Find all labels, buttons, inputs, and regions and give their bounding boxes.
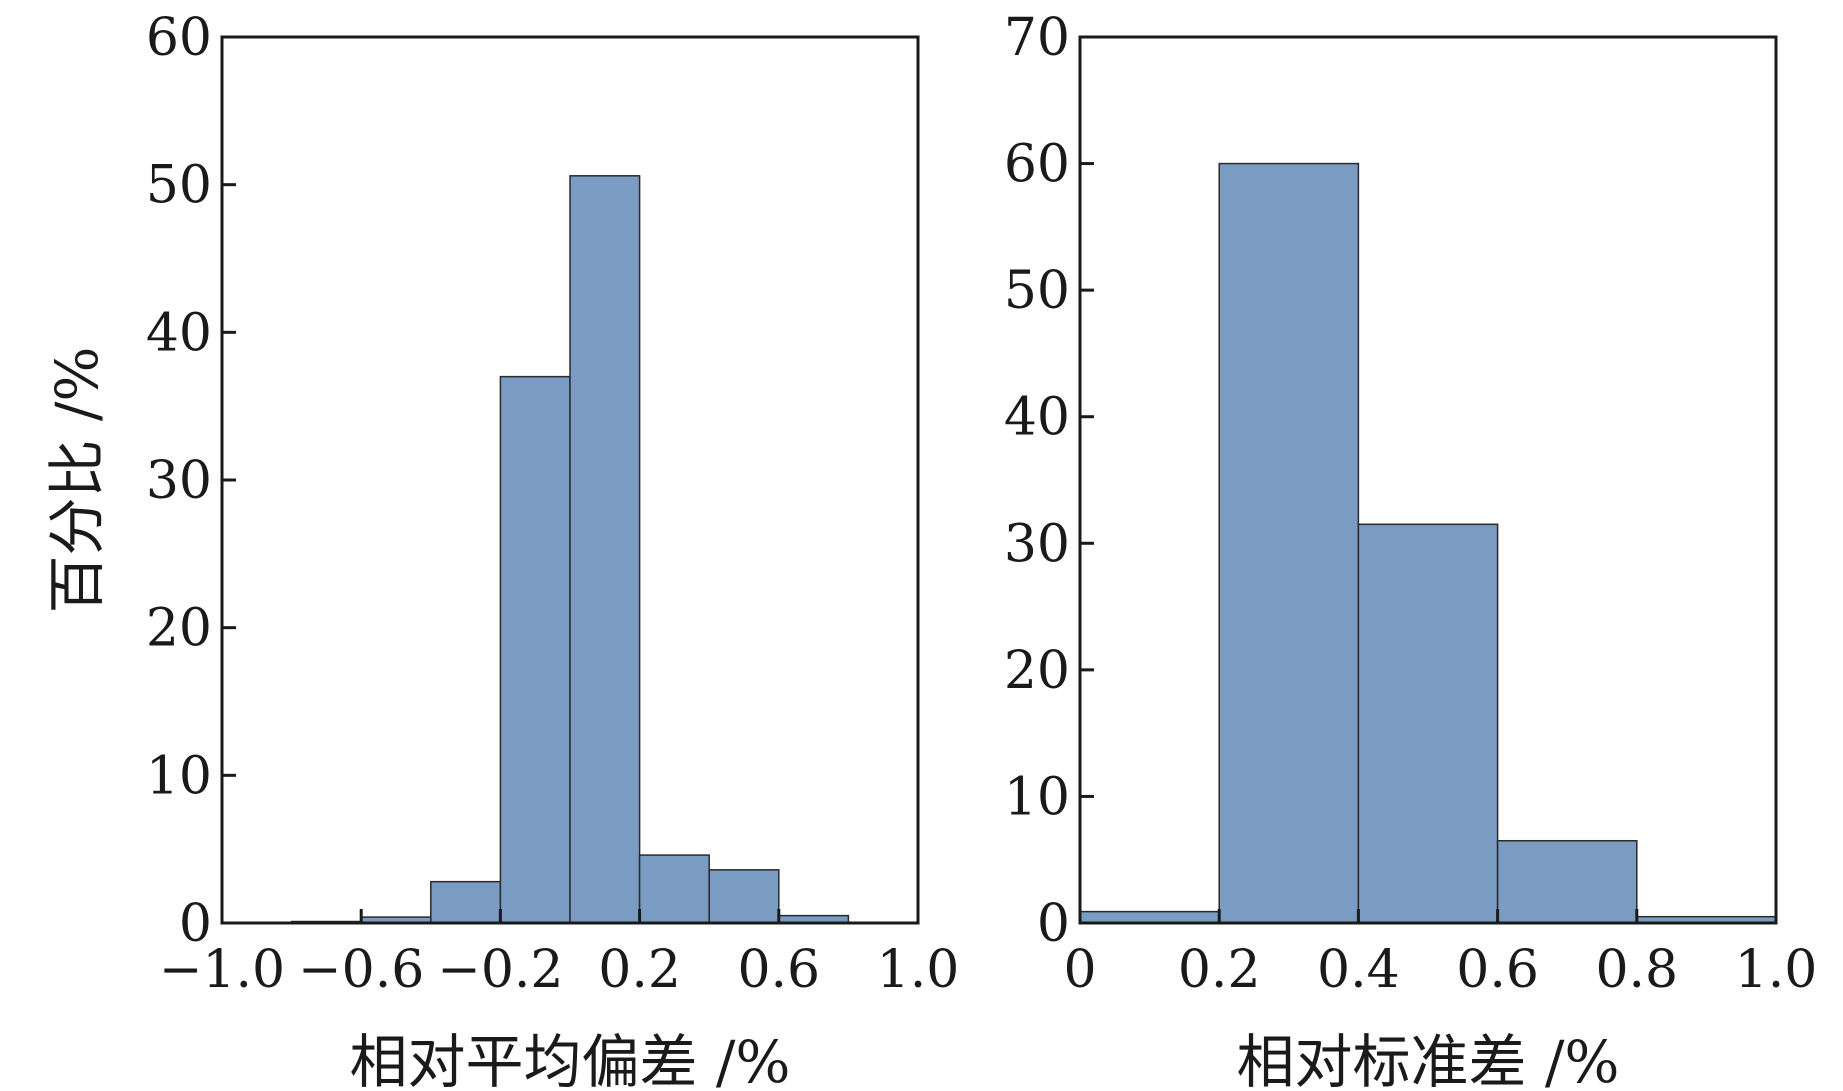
right-x-tick-label-3: 0.6: [1456, 940, 1539, 1000]
right-x-tick-label-0: 0: [1063, 940, 1096, 1000]
right-y-tick-label-3: 30: [1004, 514, 1070, 574]
right-x-tick-label-4: 0.8: [1595, 940, 1678, 1000]
right-y-tick-label-1: 10: [1004, 767, 1070, 827]
left-histogram-bar-2: [430, 880, 502, 924]
left-histogram-bar-3: [499, 375, 571, 924]
left-x-tick-label-4: 0.6: [737, 940, 820, 1000]
left-histogram-bar-4: [569, 175, 641, 924]
right-y-tick-label-7: 70: [1004, 8, 1070, 68]
right-histogram-bar-2: [1357, 523, 1499, 924]
left-y-tick-label-0: 0: [179, 894, 212, 954]
left-x-tick-label-2: −0.2: [437, 940, 563, 1000]
left-y-axis-title: 百分比 /%: [43, 346, 111, 613]
right-y-tick-label-4: 40: [1004, 388, 1070, 448]
left-y-tick-label-2: 20: [146, 599, 212, 659]
right-histogram-bars: [1079, 162, 1777, 924]
right-histogram-bar-1: [1218, 162, 1360, 924]
left-x-tick-label-1: −0.6: [298, 940, 424, 1000]
left-y-tick-label-3: 30: [146, 451, 212, 511]
left-y-tick-label-6: 60: [146, 8, 212, 68]
right-histogram-bar-0: [1079, 910, 1220, 924]
left-y-tick-label-4: 40: [146, 303, 212, 363]
left-x-tick-label-3: 0.2: [598, 940, 681, 1000]
right-x-axis-title: 相对标准差 /%: [1236, 1028, 1619, 1091]
left-axis-ticks: 0 10 20 30 40 50 60 −1.0 −0.6 −0.2 0.2 0.6 1.0: [146, 8, 960, 1000]
right-y-tick-label-0: 0: [1037, 894, 1070, 954]
right-x-tick-label-1: 0.2: [1178, 940, 1261, 1000]
right-histogram-bar-3: [1496, 839, 1638, 924]
left-y-tick-label-5: 50: [146, 156, 212, 216]
left-x-axis-title: 相对平均偏差 /%: [349, 1028, 790, 1091]
right-y-tick-label-6: 60: [1004, 135, 1070, 195]
left-histogram-panel: 0 10 20 30 40 50 60 −1.0 −0.6 −0.2 0.2 0.6 1.0 相对平均偏…: [43, 8, 959, 1091]
left-histogram-bars: [290, 175, 850, 924]
right-y-tick-label-5: 50: [1004, 261, 1070, 321]
right-y-tick-label-2: 20: [1004, 641, 1070, 701]
right-axis-ticks: 0 10 20 30 40 50 60 70 0 0.2 0.4 0.6 0.8 1.0: [1004, 8, 1818, 1000]
left-x-tick-label-5: 1.0: [877, 940, 960, 1000]
right-histogram-panel: 0 10 20 30 40 50 60 70 0 0.2 0.4 0.6 0.8 1.0 相对标准差 /%: [1004, 8, 1818, 1091]
left-x-tick-label-0: −1.0: [159, 940, 285, 1000]
right-plot-frame: [1078, 35, 1778, 925]
left-y-tick-label-1: 10: [146, 746, 212, 806]
right-x-tick-label-5: 1.0: [1735, 940, 1818, 1000]
left-histogram-bar-5: [638, 854, 710, 924]
left-histogram-bar-6: [708, 869, 780, 924]
right-x-tick-label-2: 0.4: [1317, 940, 1400, 1000]
